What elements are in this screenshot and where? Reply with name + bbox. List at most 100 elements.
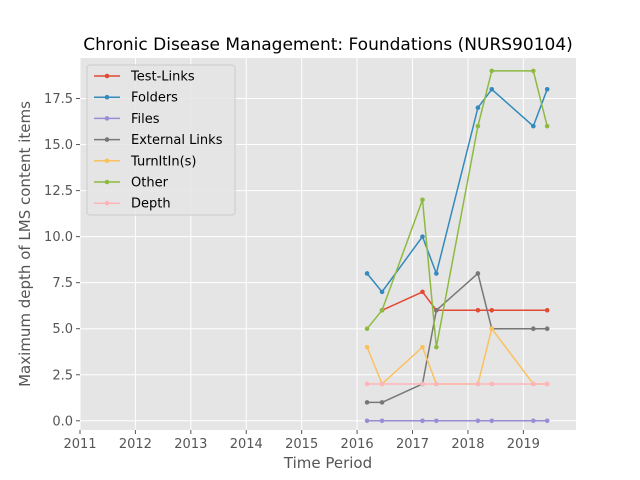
data-point-files: [379, 418, 385, 424]
data-point-folders: [544, 87, 550, 92]
data-point-external-links: [544, 326, 550, 332]
data-point-files: [544, 418, 550, 424]
data-point-other: [475, 123, 481, 129]
data-point-files: [531, 418, 536, 424]
data-point-files: [420, 418, 425, 424]
x-tick-label: 2015: [285, 437, 318, 452]
y-tick-label: 0.0: [52, 414, 73, 429]
legend-label: External Links: [131, 133, 223, 148]
data-point-external-links: [531, 326, 536, 332]
series-depth: [364, 381, 550, 387]
data-point-external-links: [434, 307, 439, 313]
data-point-folders: [475, 105, 481, 111]
data-point-other: [364, 326, 370, 332]
x-tick-label: 2018: [451, 437, 484, 452]
legend-label: Test-Links: [130, 70, 195, 85]
legend-label: Folders: [131, 91, 178, 106]
series-line-other: [366, 70, 548, 348]
y-tick-label: 7.5: [52, 276, 73, 291]
data-point-depth: [489, 381, 495, 387]
legend-marker: [104, 94, 110, 100]
data-point-folders: [531, 123, 536, 129]
data-point-depth: [475, 381, 481, 387]
data-point-folders: [379, 289, 385, 295]
x-tick-label: 2013: [174, 437, 207, 452]
x-tick-label: 2017: [396, 437, 429, 452]
series-folders: [364, 87, 550, 295]
x-tick-label: 2011: [63, 437, 96, 452]
legend-entry: Test-Links: [94, 70, 195, 85]
legend-entry: TurnItIn(s): [94, 154, 196, 169]
x-axis-ticks: 2011 2012 2013 2014 2015 2016 2017 2018 2019: [63, 430, 540, 452]
series-line-external-links: [367, 272, 548, 404]
data-point-other: [531, 68, 536, 74]
data-point-test-links: [420, 289, 425, 295]
y-axis-title: Maximum depth of LMS content items: [16, 101, 34, 387]
data-point-turnitin-s: [420, 344, 425, 350]
legend-entry: Files: [94, 112, 160, 127]
legend-label: Depth: [131, 197, 171, 212]
data-point-other: [489, 68, 495, 74]
data-point-files: [434, 418, 439, 424]
legend-marker: [104, 137, 110, 142]
x-tick-label: 2016: [341, 437, 374, 452]
legend-marker: [104, 73, 110, 79]
data-point-depth: [434, 381, 439, 387]
legend-entry: Depth: [94, 197, 171, 212]
legend-label: TurnItIn(s): [130, 154, 196, 169]
data-point-depth: [379, 381, 385, 387]
legend-box: [86, 64, 236, 216]
data-point-depth: [531, 381, 536, 387]
data-point-test-links: [489, 307, 495, 313]
data-point-external-links: [364, 400, 370, 405]
data-point-files: [364, 418, 370, 424]
chart-title: Chronic Disease Management: Foundations …: [83, 35, 573, 55]
series-line-test-links: [381, 291, 548, 312]
data-point-other: [434, 344, 439, 350]
series-other: [364, 68, 550, 350]
data-point-files: [489, 418, 495, 424]
data-point-external-links: [475, 271, 481, 276]
x-tick-label: 2014: [230, 437, 263, 452]
data-point-other: [544, 123, 550, 129]
legend: Test-Links Folders Files External Links Turn…: [86, 64, 236, 216]
x-axis-title: Time Period: [283, 454, 372, 472]
data-point-test-links: [475, 307, 481, 313]
data-point-depth: [420, 381, 425, 387]
legend-label: Other: [131, 176, 169, 191]
data-point-external-links: [379, 400, 385, 405]
x-tick-label: 2012: [119, 437, 152, 452]
legend-label: Files: [131, 112, 160, 127]
legend-marker: [104, 116, 110, 121]
y-tick-label: 5.0: [52, 322, 73, 337]
series-files: [364, 418, 550, 424]
y-tick-label: 10.0: [44, 230, 73, 245]
y-tick-label: 2.5: [52, 368, 73, 383]
data-point-folders: [434, 271, 439, 276]
data-point-turnitin-s: [489, 326, 495, 332]
legend-entry: External Links: [94, 133, 223, 148]
data-point-test-links: [544, 307, 550, 313]
series-layer: [364, 68, 550, 424]
y-tick-label: 15.0: [44, 138, 73, 153]
y-axis-ticks: 0.0 2.5 5.0 7.5 10.0 12.5 15.0 17.5: [44, 92, 80, 429]
data-point-folders: [489, 87, 495, 92]
data-point-folders: [364, 271, 370, 276]
legend-marker: [104, 179, 110, 185]
legend-marker: [104, 200, 110, 206]
legend-marker: [104, 158, 110, 164]
data-point-files: [475, 418, 481, 424]
data-point-depth: [364, 381, 370, 387]
y-tick-label: 12.5: [44, 184, 73, 199]
data-point-depth: [544, 381, 550, 387]
x-tick-label: 2019: [507, 437, 540, 452]
data-point-turnitin-s: [364, 344, 370, 350]
data-point-folders: [420, 234, 425, 239]
data-point-other: [420, 197, 425, 203]
legend-entry: Other: [94, 176, 169, 191]
legend-entry: Folders: [94, 91, 178, 106]
series-line-folders: [366, 88, 548, 293]
y-tick-label: 17.5: [44, 92, 73, 107]
data-point-other: [379, 307, 385, 313]
